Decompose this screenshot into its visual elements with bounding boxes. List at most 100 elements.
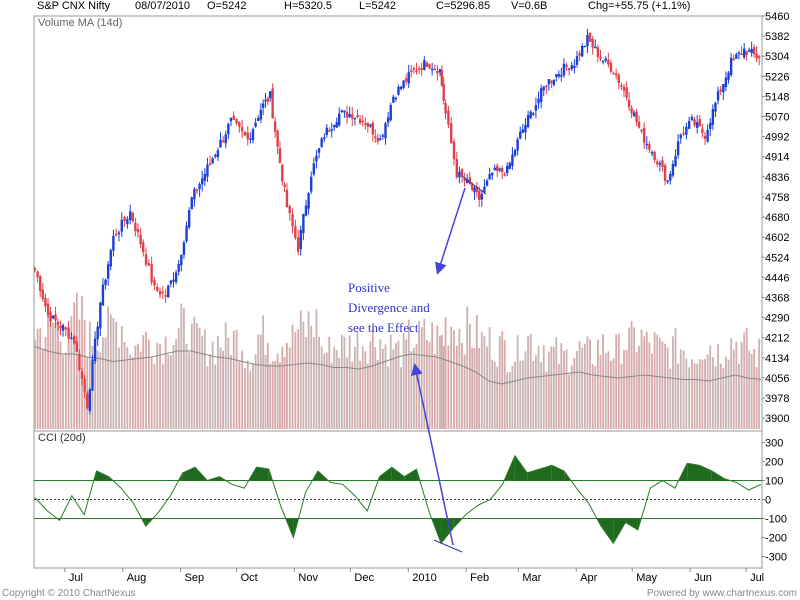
candle-body: [607, 59, 610, 65]
candle-body: [458, 171, 461, 178]
candle-body: [348, 114, 351, 118]
candle-body: [483, 186, 486, 193]
volume-bar: [131, 357, 134, 429]
candle-body: [240, 127, 244, 132]
volume-bar: [433, 353, 436, 429]
volume-bar: [307, 311, 310, 429]
cci-fill: [539, 465, 552, 481]
volume-bar: [49, 311, 52, 429]
candle-body: [583, 45, 587, 48]
volume-bar: [589, 339, 591, 429]
candle-body: [123, 217, 126, 222]
volume-bar: [586, 336, 589, 429]
volume-bar: [206, 366, 209, 429]
volume-bar: [573, 357, 576, 429]
volume-bar: [276, 353, 279, 429]
candle-body: [436, 71, 439, 74]
volume-bar: [269, 363, 272, 429]
volume-bar: [423, 318, 426, 429]
price-tick-label: 4134: [765, 353, 789, 365]
candle-body: [307, 193, 310, 209]
candle-body: [420, 68, 423, 70]
candle-body: [249, 138, 252, 140]
volume-bar: [299, 310, 302, 429]
volume-bar: [395, 343, 397, 429]
candle-body: [114, 233, 118, 236]
candle-body: [537, 98, 540, 104]
volume-bar: [576, 350, 578, 429]
powered-by-link[interactable]: Powered by www.chartnexus.com: [646, 588, 797, 599]
cci-fill: [625, 518, 638, 530]
candle-body: [719, 89, 722, 92]
symbol-name: S&P CNX Nifty: [37, 0, 111, 12]
candle-body: [658, 163, 662, 165]
arrow-to-annotation-bottom: [410, 363, 454, 546]
volume-bar: [677, 363, 680, 429]
volume-bar: [88, 321, 91, 429]
cci-fill: [182, 467, 195, 481]
candle-body: [656, 161, 659, 165]
volume-bar: [532, 360, 535, 429]
candle-body: [449, 123, 453, 144]
candle-body: [539, 88, 543, 102]
volume-bar: [305, 337, 307, 429]
volume-bar: [488, 327, 491, 429]
price-tick-label: 4992: [765, 132, 789, 144]
candle-body: [254, 122, 257, 127]
volume-bar: [666, 347, 669, 429]
volume-bar: [52, 322, 54, 429]
volume-bar: [578, 340, 581, 429]
price-tick-label: 5070: [765, 112, 789, 124]
candle-body: [455, 158, 458, 178]
volume-bar: [227, 337, 230, 429]
volume-bar: [483, 336, 486, 429]
candle-body: [106, 264, 110, 279]
volume-bar: [41, 349, 44, 429]
volume-bar: [129, 354, 132, 429]
volume-bar: [583, 343, 586, 429]
candle-body: [444, 103, 447, 114]
candle-body: [330, 129, 333, 131]
candle-body: [221, 140, 225, 142]
cci-fill: [551, 465, 565, 481]
candle-body: [511, 154, 514, 166]
volume-bar: [440, 334, 443, 429]
volume-bar: [397, 340, 400, 429]
candle-body: [134, 222, 137, 231]
volume-bar: [628, 327, 631, 429]
volume-bar: [685, 358, 688, 429]
candle-body: [567, 68, 571, 71]
volume-bar: [381, 348, 384, 429]
candle-body: [438, 69, 442, 73]
volume-bar: [679, 349, 682, 429]
cci-fill: [404, 469, 417, 481]
candle-body: [706, 129, 709, 142]
volume-bar: [47, 306, 49, 429]
candle-body: [333, 125, 336, 128]
candle-body: [61, 324, 65, 331]
price-tick-label: 4290: [765, 313, 789, 325]
candle-body: [172, 279, 175, 282]
candle-body: [271, 88, 274, 119]
volume-bar: [167, 354, 170, 429]
candle-body: [96, 326, 99, 340]
volume-bar: [279, 362, 281, 429]
volume-bar: [78, 319, 81, 429]
volume-bar: [503, 340, 506, 429]
volume-bar: [54, 322, 57, 429]
volume-bar: [139, 351, 142, 429]
volume-bar: [257, 334, 260, 429]
x-tick-label: May: [636, 572, 657, 584]
low-readout: L=5242: [359, 0, 397, 12]
volume-bar: [439, 335, 441, 429]
volume-bar: [717, 343, 719, 429]
candle-body: [88, 389, 92, 412]
price-tick-label: 4056: [765, 373, 789, 385]
volume-bar: [653, 331, 656, 429]
candle-body: [447, 110, 450, 125]
candle-body: [757, 56, 761, 59]
volume-bar: [475, 315, 478, 429]
candle-body: [361, 120, 364, 123]
volume-bar: [219, 347, 222, 429]
volume-bar: [266, 342, 269, 429]
